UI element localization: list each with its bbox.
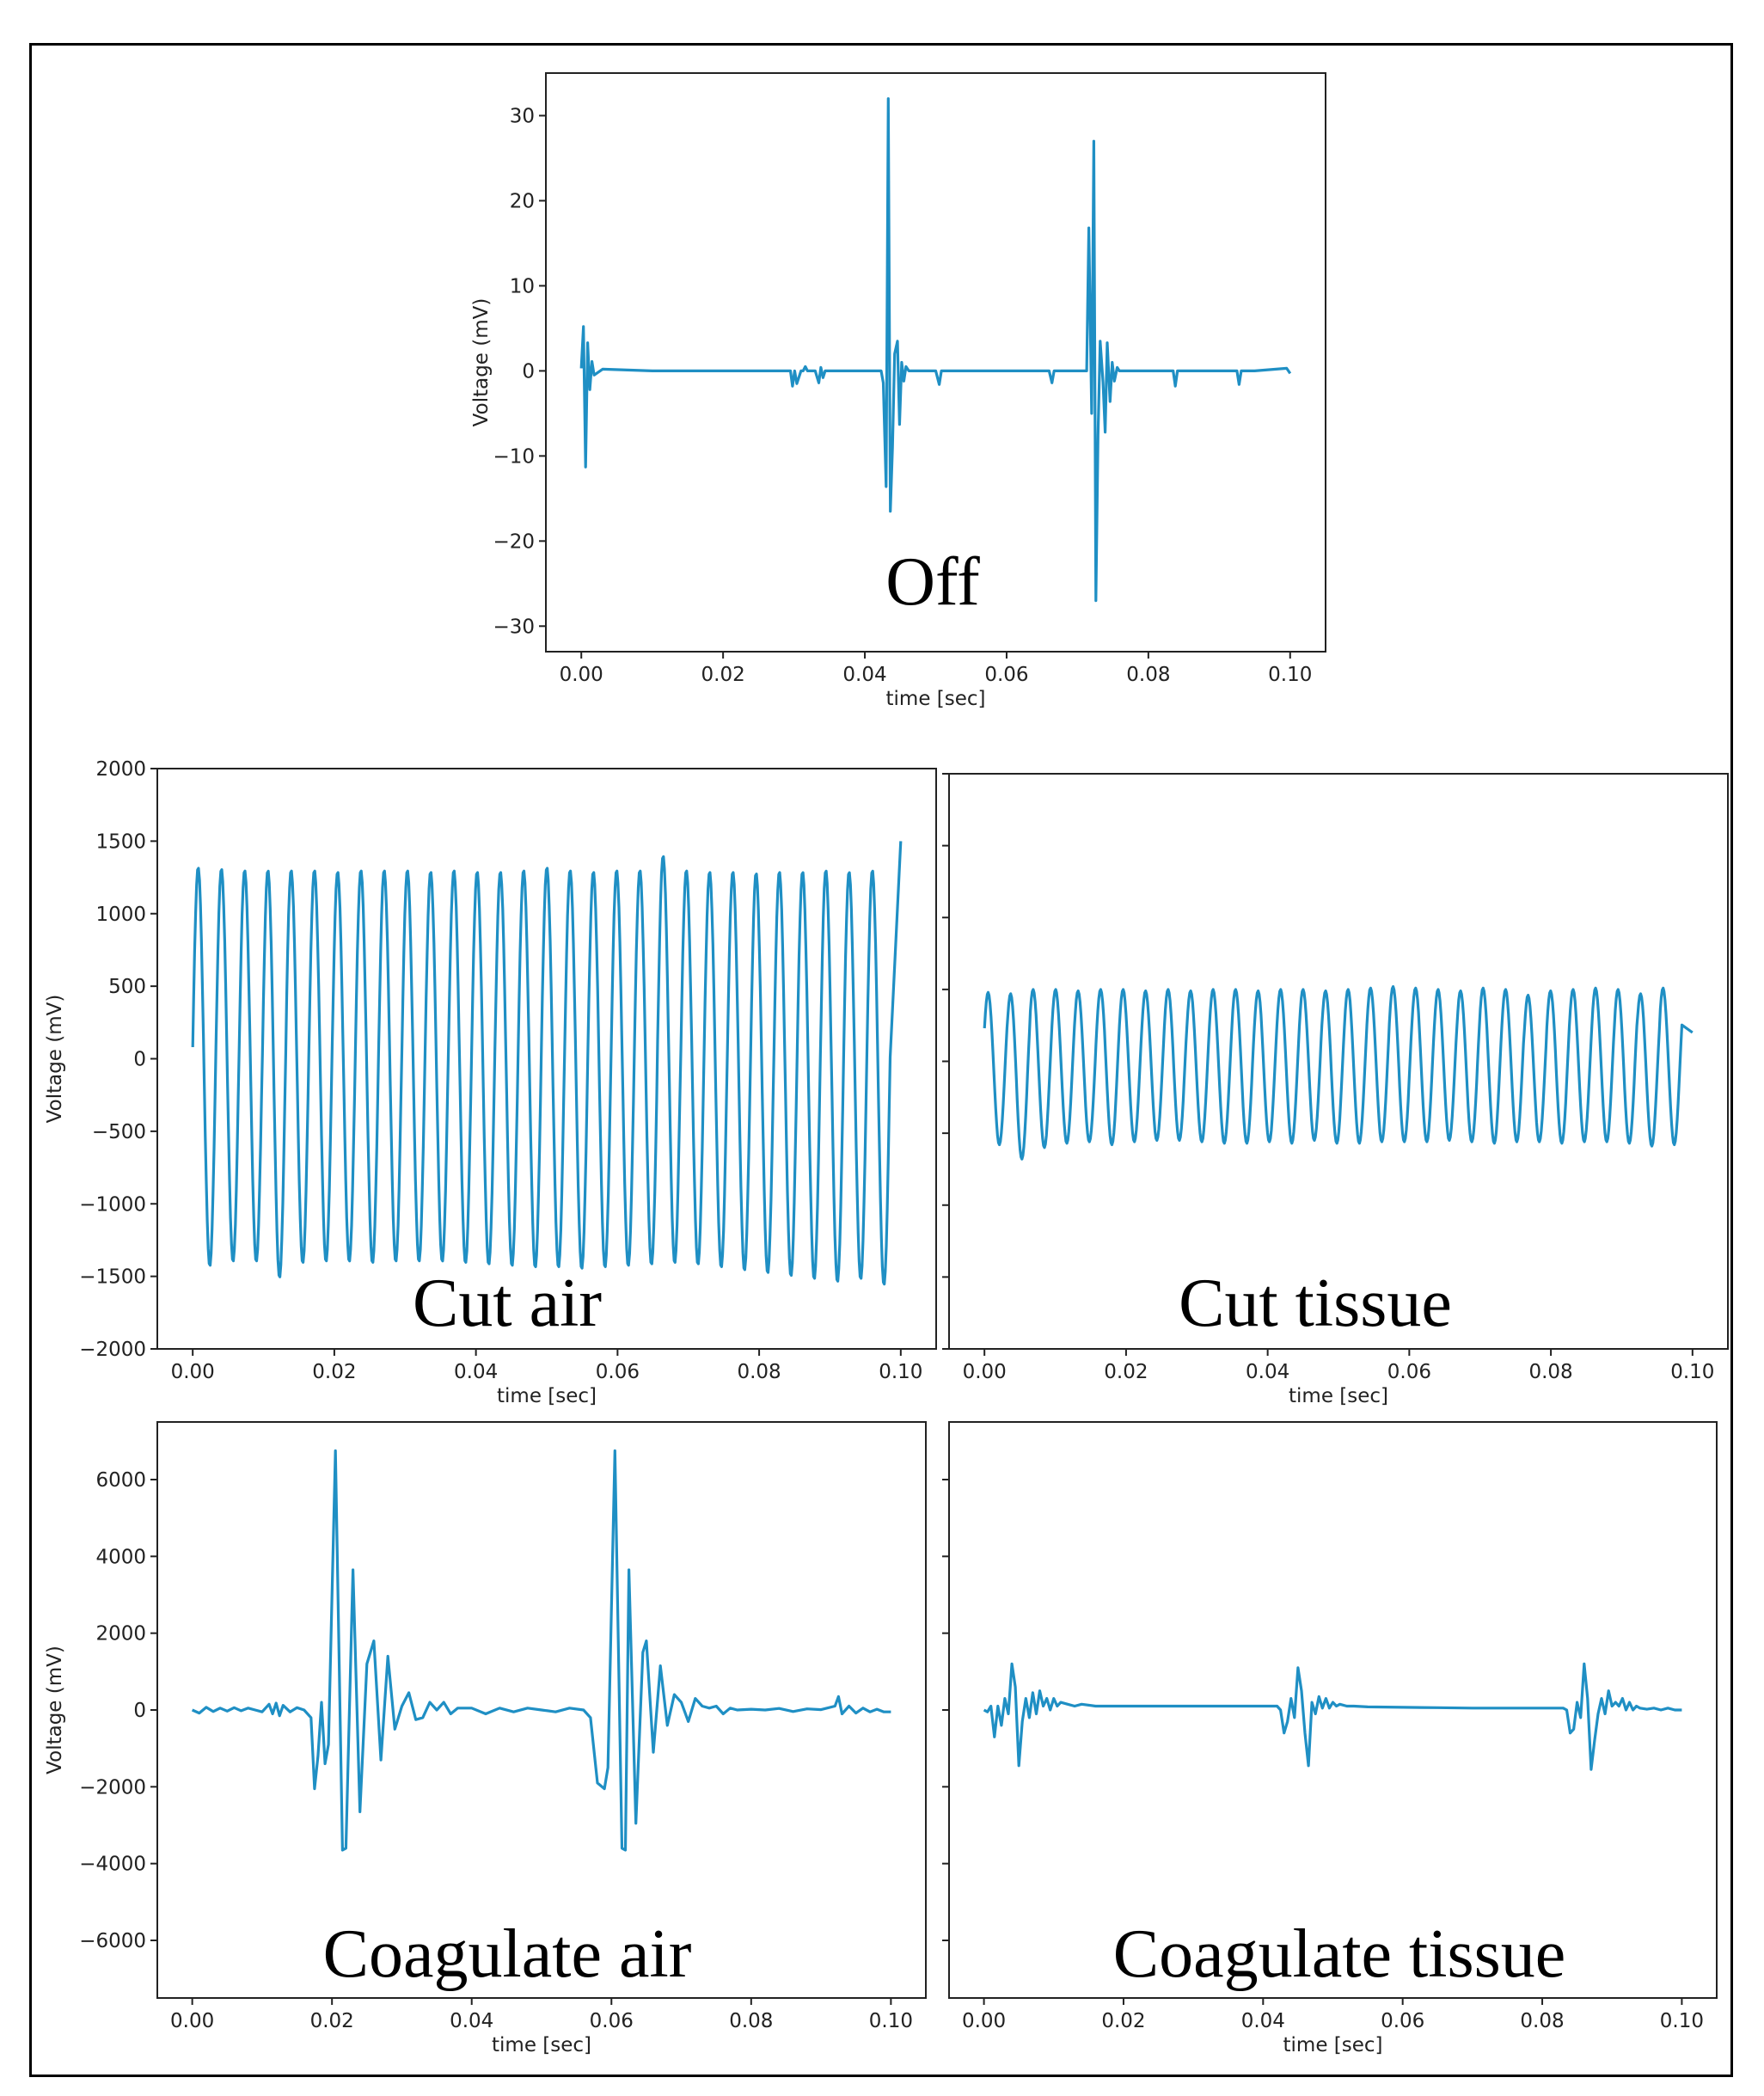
panel-coagulate-air: 0.00 0.02 0.04 0.06 0.08 0.10 −6000 −4000 −2000 0… <box>44 1421 927 2056</box>
y-tick-label: −30 <box>493 616 535 638</box>
x-tick-label: 0.00 <box>170 2010 214 2032</box>
x-tick-label: 0.00 <box>560 664 603 686</box>
y-axis-label: Voltage (mV) <box>44 995 66 1124</box>
data-series-line <box>191 841 903 1286</box>
y-tick-label: 2000 <box>95 758 146 781</box>
x-axis-label: time [sec] <box>492 2034 591 2056</box>
y-axis-label: Voltage (mV) <box>470 298 493 427</box>
x-axis-label: time [sec] <box>497 1385 597 1407</box>
x-tick-label: 0.06 <box>1387 1361 1431 1383</box>
x-tick-label: 0.10 <box>1660 2010 1704 2032</box>
x-tick-label: 0.10 <box>1268 664 1312 686</box>
x-tick-label: 0.04 <box>450 2010 493 2032</box>
y-tick-label: 4000 <box>95 1546 146 1568</box>
plot-area-frame <box>948 1421 1718 1999</box>
y-tick-label: −500 <box>92 1121 146 1143</box>
x-tick-label: 0.08 <box>737 1361 781 1383</box>
plot-area-frame <box>156 768 937 1350</box>
x-tick-label: 0.04 <box>454 1361 498 1383</box>
x-tick-label: 0.06 <box>984 664 1028 686</box>
x-tick-label: 0.10 <box>1670 1361 1714 1383</box>
x-tick-label: 0.10 <box>869 2010 913 2032</box>
y-tick-label: −1500 <box>79 1266 146 1289</box>
y-tick-label: 10 <box>510 275 535 297</box>
x-tick-label: 0.06 <box>596 1361 640 1383</box>
x-axis-label: time [sec] <box>1283 2034 1383 2056</box>
y-tick-label: −10 <box>493 445 535 468</box>
x-tick-label: 0.08 <box>729 2010 773 2032</box>
y-tick-label: 1500 <box>95 830 146 853</box>
data-series-line <box>191 1449 891 1852</box>
y-tick-label: 500 <box>108 976 146 998</box>
panel-cut-air: 0.00 0.02 0.04 0.06 0.08 0.10 −2000 −1500 −1000 −… <box>44 758 937 1407</box>
x-tick-label: 0.02 <box>310 2010 354 2032</box>
x-axis-label: time [sec] <box>886 688 986 710</box>
y-tick-label: −2000 <box>79 1339 146 1361</box>
plot-area-frame <box>545 72 1326 653</box>
x-tick-label: 0.04 <box>1246 1361 1289 1383</box>
panel-title: Off <box>885 544 980 620</box>
panel-title: Cut tissue <box>1179 1266 1452 1341</box>
x-axis-label: time [sec] <box>1289 1385 1388 1407</box>
y-tick-label: −2000 <box>79 1776 146 1799</box>
data-series-line <box>983 1662 1682 1771</box>
x-tick-label: 0.10 <box>879 1361 922 1383</box>
x-tick-label: 0.02 <box>1101 2010 1145 2032</box>
y-tick-label: 20 <box>510 190 535 212</box>
x-tick-label: 0.02 <box>1104 1361 1148 1383</box>
panel-title: Cut air <box>413 1266 602 1341</box>
x-tick-label: 0.00 <box>962 2010 1006 2032</box>
y-tick-label: −1000 <box>79 1193 146 1216</box>
y-tick-label: 2000 <box>95 1623 146 1646</box>
panel-off: 0.00 0.02 0.04 0.06 0.08 0.10 −30 −20 −10 0 10 20 30… <box>470 72 1326 710</box>
y-tick-label: 6000 <box>95 1469 146 1492</box>
y-tick-label: 0 <box>522 360 535 383</box>
y-tick-label: 0 <box>133 1700 146 1722</box>
panel-cut-tissue: 0.00 0.02 0.04 0.06 0.08 0.10 time [sec] Cut ti… <box>942 773 1729 1407</box>
x-tick-label: 0.04 <box>842 664 886 686</box>
x-tick-label: 0.00 <box>963 1361 1007 1383</box>
x-tick-label: 0.08 <box>1126 664 1170 686</box>
x-tick-label: 0.06 <box>1381 2010 1424 2032</box>
plot-area-frame <box>948 773 1729 1350</box>
x-tick-label: 0.06 <box>590 2010 634 2032</box>
y-tick-label: 1000 <box>95 904 146 926</box>
x-tick-label: 0.00 <box>171 1361 215 1383</box>
y-tick-label: 30 <box>510 105 535 127</box>
panel-title: Coagulate tissue <box>1113 1916 1566 1992</box>
x-tick-label: 0.08 <box>1520 2010 1564 2032</box>
x-tick-label: 0.02 <box>701 664 745 686</box>
panel-title: Coagulate air <box>323 1916 692 1992</box>
y-axis-label: Voltage (mV) <box>44 1646 66 1774</box>
y-tick-label: −20 <box>493 530 535 553</box>
data-series-line <box>579 97 1292 603</box>
panel-coagulate-tissue: 0.00 0.02 0.04 0.06 0.08 0.10 time [sec] Coagul… <box>942 1421 1718 2056</box>
data-series-line <box>983 985 1694 1161</box>
x-tick-label: 0.04 <box>1241 2010 1285 2032</box>
x-tick-label: 0.02 <box>312 1361 356 1383</box>
y-tick-label: −6000 <box>79 1930 146 1952</box>
y-tick-label: −4000 <box>79 1854 146 1876</box>
y-tick-label: 0 <box>133 1049 146 1071</box>
x-tick-label: 0.08 <box>1528 1361 1572 1383</box>
